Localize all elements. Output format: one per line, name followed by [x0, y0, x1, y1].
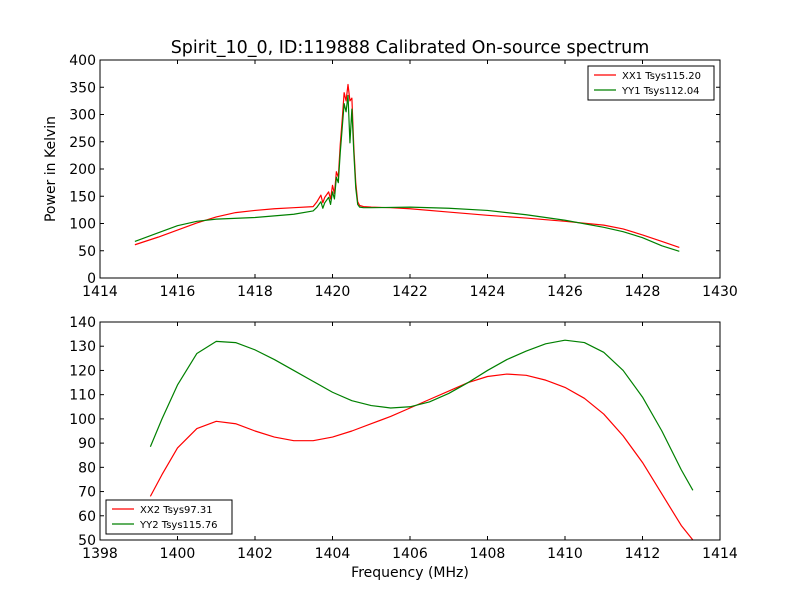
x-tick-label: 1410 — [547, 546, 583, 562]
y-tick-label: 300 — [69, 108, 96, 124]
x-tick-label: 1418 — [237, 284, 273, 300]
x-tick-label: 1428 — [625, 284, 661, 300]
legend-label: YY2 Tsys115.76 — [139, 520, 218, 531]
y-tick-label: 140 — [69, 315, 96, 331]
x-tick-label: 1400 — [160, 546, 196, 562]
x-tick-label: 1402 — [237, 546, 273, 562]
x-tick-label: 1424 — [470, 284, 506, 300]
series-line-1 — [134, 83, 680, 249]
legend: XX2 Tsys97.31 YY2 Tsys115.76 — [105, 499, 233, 535]
y-tick-label: 60 — [78, 509, 96, 525]
y-tick-label: 50 — [78, 244, 96, 260]
x-tick-label: 1414 — [702, 546, 738, 562]
series-group — [134, 83, 680, 252]
legend-box — [105, 499, 233, 535]
x-tick-label: 1398 — [82, 546, 118, 562]
x-tick-label: 1416 — [160, 284, 196, 300]
y-tick-label: 150 — [69, 189, 96, 205]
y-tick-label: 70 — [78, 485, 96, 501]
y-tick-label: 110 — [69, 388, 96, 404]
x-axis-label: Frequency (MHz) — [351, 565, 469, 581]
y-tick-label: 100 — [69, 412, 96, 428]
series-line-2 — [134, 94, 680, 252]
legend-box — [587, 65, 715, 101]
series-group — [149, 339, 694, 540]
x-tick-label: 1430 — [702, 284, 738, 300]
y-tick-label: 350 — [69, 80, 96, 96]
y-axis-label: Power in Kelvin — [43, 116, 59, 222]
legend: XX1 Tsys115.20 YY1 Tsys112.04 — [587, 65, 715, 101]
plot-1: 1414 1416 1418 1420 1422 1424 1426 1428 1430 0 50 1… — [69, 53, 738, 300]
y-tick-label: 200 — [69, 162, 96, 178]
plot-2: 1398 1400 1402 1404 1406 1408 1410 1412 1414 50 60… — [69, 315, 738, 562]
y-tick-label: 130 — [69, 339, 96, 355]
figure-title: Spirit_10_0, ID:119888 Calibrated On-sou… — [171, 38, 650, 58]
y-tick-label: 400 — [69, 53, 96, 69]
series-line-2 — [149, 339, 694, 491]
x-tick-label: 1422 — [392, 284, 428, 300]
x-tick-label: 1404 — [315, 546, 351, 562]
x-tick-label: 1412 — [625, 546, 661, 562]
x-tick-label: 1420 — [315, 284, 351, 300]
y-tick-label: 90 — [78, 436, 96, 452]
y-tick-label: 100 — [69, 217, 96, 233]
x-tick-label: 1426 — [547, 284, 583, 300]
y-tick-label: 120 — [69, 363, 96, 379]
x-tick-label: 1408 — [470, 546, 506, 562]
y-tick-label: 50 — [78, 533, 96, 549]
legend-label: XX2 Tsys97.31 — [140, 505, 213, 516]
y-tick-label: 80 — [78, 460, 96, 476]
y-tick-label: 0 — [87, 271, 96, 287]
legend-label: XX1 Tsys115.20 — [622, 71, 701, 82]
y-tick-label: 250 — [69, 135, 96, 151]
x-tick-label: 1414 — [82, 284, 118, 300]
x-tick-label: 1406 — [392, 546, 428, 562]
legend-label: YY1 Tsys112.04 — [621, 86, 700, 97]
